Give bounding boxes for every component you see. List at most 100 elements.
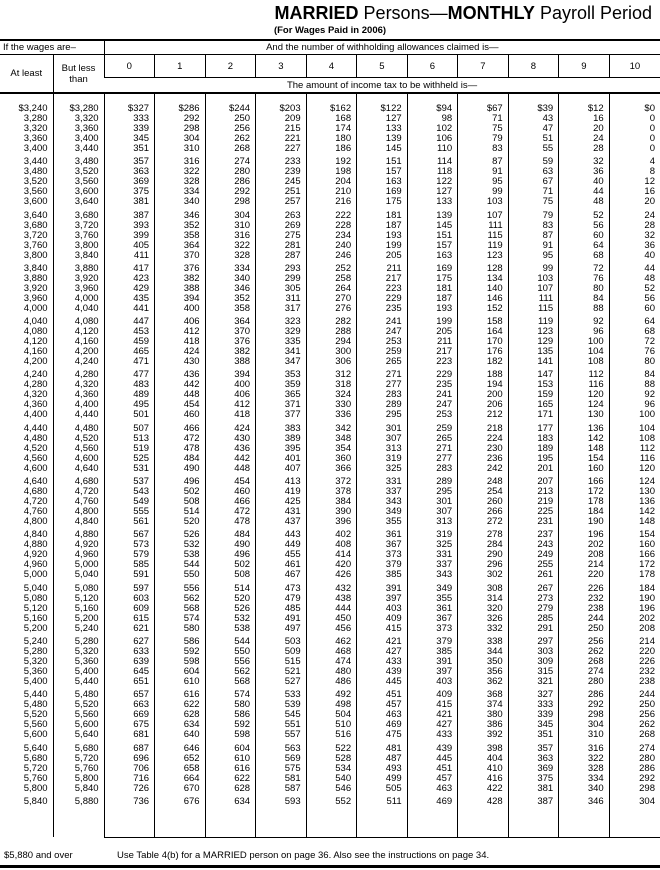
tax-amount-cell: 274: [608, 740, 660, 754]
at-least-header: At least: [0, 54, 54, 94]
wage-at-least-cell: 5,400: [23, 675, 48, 687]
wage-but-less-than-cell: 5,480: [52, 686, 105, 701]
tax-amount-cell: 210: [305, 187, 357, 198]
tax-amount-cell: 129: [507, 337, 559, 348]
table-row: 3,720 3,760 399 358 316 275 234 193 151 115 87 60 32: [0, 230, 660, 241]
tax-amount-cell: 339: [103, 124, 155, 134]
tax-amount-cell: 394: [204, 367, 256, 381]
tax-amount-cell: 412: [204, 400, 256, 411]
tax-amount-cell: 598: [154, 656, 206, 667]
tax-amount-cell: 169: [406, 260, 458, 274]
tax-amount-cell: 147: [507, 367, 559, 381]
allowance-column-header: 6: [406, 54, 458, 78]
tax-amount-cell: 256: [204, 124, 256, 134]
tax-amount-cell: 319: [406, 527, 458, 541]
tax-amount-cell: 340: [558, 783, 610, 794]
wage-at-least-cell: 5,760: [23, 772, 48, 784]
wage-but-less-than-cell: 4,920: [52, 540, 105, 551]
tax-amount-cell: 119: [457, 240, 509, 251]
tax-amount-cell: 493: [356, 763, 408, 774]
tax-amount-cell: 40: [608, 250, 660, 261]
tax-amount-cell: 96: [558, 327, 610, 338]
table-row: 5,800 5,840 726 670 628 587 546 505 463 422 381 340…: [0, 783, 660, 794]
tax-amount-cell: 471: [103, 357, 155, 368]
tax-amount-cell: 449: [255, 540, 307, 551]
tax-amount-cell: 627: [103, 633, 155, 647]
tax-amount-cell: 310: [154, 144, 206, 154]
tax-amount-cell: 402: [305, 527, 357, 541]
tax-amount-cell: 324: [305, 390, 357, 401]
tax-amount-cell: 454: [204, 473, 256, 488]
tax-amount-cell: 107: [507, 283, 559, 294]
tax-amount-cell: 412: [154, 327, 206, 338]
wage-but-less-than-cell: 3,320: [52, 114, 105, 124]
tax-amount-cell: 383: [255, 420, 307, 434]
tax-amount-cell: 208: [558, 550, 610, 561]
tax-amount-cell: 186: [305, 144, 357, 154]
tax-amount-cell: 286: [558, 686, 610, 701]
wage-at-least-cell: 4,880: [23, 539, 48, 551]
tax-amount-cell: 485: [255, 603, 307, 614]
withholding-table: If the wages are– And the number of with…: [0, 39, 660, 838]
tax-amount-cell: 230: [457, 443, 509, 454]
tax-amount-cell: 253: [406, 410, 458, 421]
tax-amount-cell: 347: [255, 357, 307, 368]
wage-at-least-cell: 4,320: [23, 389, 48, 401]
tax-amount-cell: 366: [305, 463, 357, 474]
tax-amount-cell: 379: [406, 633, 458, 647]
table-row: 4,440 4,480 507 466 424 383 342 301 259 218 177 136…: [0, 420, 660, 434]
tax-amount-cell: 145: [356, 144, 408, 154]
table-row: 4,200 4,240 471 430 388 347 306 265 223 182 141 108…: [0, 357, 660, 368]
tax-amount-cell: 235: [406, 380, 458, 391]
tax-amount-cell: 120: [608, 463, 660, 474]
wage-but-less-than-cell: 4,840: [52, 517, 105, 528]
tax-amount-cell: 391: [356, 580, 408, 594]
tax-amount-cell: 451: [356, 686, 408, 701]
tax-amount-cell: 415: [406, 700, 458, 711]
tax-amount-cell: 112: [608, 443, 660, 454]
tax-amount-cell: 415: [356, 623, 408, 634]
wage-at-least-cell: 5,280: [23, 645, 48, 657]
tax-amount-cell: 67: [507, 177, 559, 188]
tax-amount-cell: $12: [558, 93, 610, 114]
amount-header: The amount of income tax to be withheld …: [104, 77, 660, 94]
tax-amount-cell: 408: [305, 540, 357, 551]
tax-amount-cell: 426: [305, 570, 357, 581]
tax-amount-cell: 539: [255, 700, 307, 711]
tax-amount-cell: 328: [154, 177, 206, 188]
tax-amount-cell: 393: [103, 220, 155, 231]
tax-amount-cell: 24: [558, 134, 610, 144]
tax-amount-cell: 358: [154, 230, 206, 241]
tax-amount-cell: 556: [204, 656, 256, 667]
tax-amount-cell: 285: [507, 613, 559, 624]
table-row: 4,360 4,400 495 454 412 371 330 289 247 206 165 124…: [0, 400, 660, 411]
table-row: 4,720 4,760 549 508 466 425 384 343 301 260 219 178…: [0, 497, 660, 508]
tax-amount-cell: 123: [507, 327, 559, 338]
tax-amount-cell: 253: [356, 337, 408, 348]
table-row: 4,480 4,520 513 472 430 389 348 307 265 224 183 142…: [0, 433, 660, 444]
tax-amount-cell: 104: [558, 347, 610, 358]
tax-amount-cell: 486: [305, 676, 357, 687]
tax-amount-cell: 417: [103, 260, 155, 274]
tax-amount-cell: 508: [154, 497, 206, 508]
table-row: 3,680 3,720 393 352 310 269 228 187 145 111 83 56 28: [0, 220, 660, 231]
tax-amount-cell: 142: [558, 433, 610, 444]
tax-amount-cell: 181: [406, 283, 458, 294]
tax-amount-cell: 316: [558, 740, 610, 754]
wage-but-less-than-cell: 3,520: [52, 167, 105, 178]
tax-amount-cell: 193: [356, 230, 408, 241]
tax-amount-cell: 472: [154, 433, 206, 444]
tax-amount-cell: $286: [154, 93, 206, 114]
tax-amount-cell: 357: [103, 154, 155, 168]
table-row: 4,120 4,160 459 418 376 335 294 253 211 170 129 100…: [0, 337, 660, 348]
tax-amount-cell: 350: [457, 656, 509, 667]
tax-amount-cell: 604: [204, 740, 256, 754]
tax-amount-cell: 364: [154, 240, 206, 251]
tax-amount-cell: 207: [507, 473, 559, 488]
tax-amount-cell: 376: [204, 337, 256, 348]
tax-amount-cell: 298: [204, 197, 256, 208]
tax-amount-cell: 291: [507, 623, 559, 634]
tax-amount-cell: 403: [356, 603, 408, 614]
tax-amount-cell: 593: [255, 793, 307, 807]
tax-amount-cell: 199: [356, 240, 408, 251]
